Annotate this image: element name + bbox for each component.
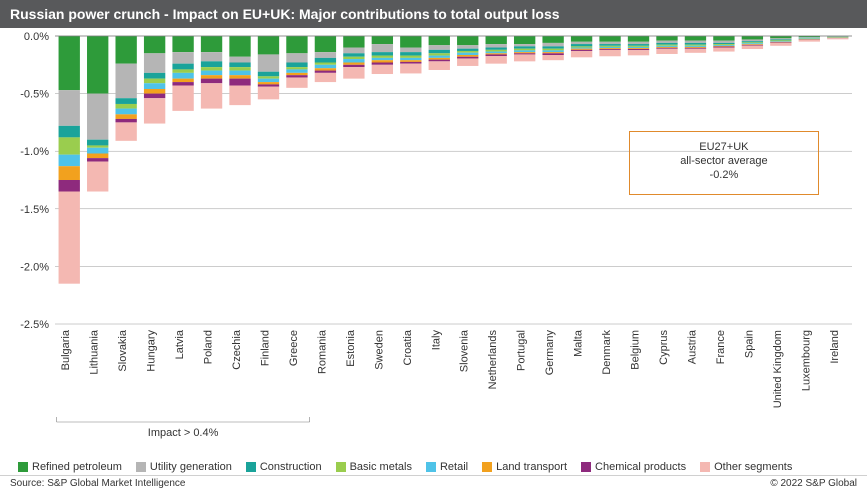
annotation-line: -0.2% [648,168,800,182]
annotation-line: all-sector average [648,154,800,168]
svg-text:Estonia: Estonia [345,329,357,367]
svg-text:Impact > 0.4%: Impact > 0.4% [148,427,219,439]
svg-text:Hungary: Hungary [146,330,158,372]
svg-text:Slovenia: Slovenia [459,329,471,372]
legend-label: Other segments [714,461,792,473]
legend-swatch [18,462,28,472]
legend-item: Refined petroleum [18,461,122,473]
svg-text:-2.5%: -2.5% [20,319,49,331]
legend-label: Construction [260,461,322,473]
copyright-label: © 2022 S&P Global [770,478,857,489]
svg-text:Luxembourg: Luxembourg [800,330,812,391]
svg-text:United Kingdom: United Kingdom [772,330,784,408]
stacked-bar-chart: -2.5% -2.0% -1.5% -1.0% -0.5% 0.0% Bulgaria Lit… [0,28,867,452]
legend-label: Retail [440,461,468,473]
svg-text:Cyprus: Cyprus [658,330,670,365]
svg-text:Bulgaria: Bulgaria [60,329,72,370]
legend-label: Refined petroleum [32,461,122,473]
svg-text:Belgium: Belgium [630,330,642,370]
legend-item: Retail [426,461,468,473]
svg-text:Lithuania: Lithuania [89,329,101,375]
legend-swatch [136,462,146,472]
legend-label: Utility generation [150,461,232,473]
legend-swatch [336,462,346,472]
chart-title: Russian power crunch - Impact on EU+UK: … [0,0,867,28]
svg-text:Italy: Italy [430,330,442,351]
legend-item: Construction [246,461,322,473]
legend: Refined petroleum Utility generation Const… [0,457,867,475]
legend-item: Chemical products [581,461,686,473]
svg-text:-1.0%: -1.0% [20,146,49,158]
legend-swatch [426,462,436,472]
svg-text:Croatia: Croatia [402,329,414,365]
svg-text:Sweden: Sweden [373,330,385,370]
svg-text:Portugal: Portugal [516,330,528,371]
legend-label: Land transport [496,461,567,473]
svg-text:Romania: Romania [316,329,328,374]
legend-item: Other segments [700,461,792,473]
legend-item: Utility generation [136,461,232,473]
legend-item: Land transport [482,461,567,473]
legend-label: Basic metals [350,461,412,473]
svg-text:Poland: Poland [203,330,215,364]
svg-text:Greece: Greece [288,330,300,366]
source-label: Source: S&P Global Market Intelligence [10,478,185,489]
svg-text:Malta: Malta [573,329,585,357]
legend-label: Chemical products [595,461,686,473]
svg-text:-1.5%: -1.5% [20,204,49,216]
svg-text:Finland: Finland [259,330,271,366]
svg-text:Ireland: Ireland [829,330,841,364]
svg-text:Germany: Germany [544,330,556,376]
svg-text:France: France [715,330,727,364]
legend-swatch [581,462,591,472]
svg-text:Czechia: Czechia [231,329,243,370]
svg-text:Netherlands: Netherlands [487,330,499,390]
chart-container: -2.5% -2.0% -1.5% -1.0% -0.5% 0.0% Bulgaria Lit… [0,28,867,457]
svg-text:-0.5%: -0.5% [20,89,49,101]
legend-swatch [700,462,710,472]
annotation-line: EU27+UK [648,140,800,154]
svg-text:-2.0%: -2.0% [20,261,49,273]
footer: Source: S&P Global Market Intelligence ©… [0,475,867,493]
svg-text:Spain: Spain [743,330,755,358]
svg-text:Latvia: Latvia [174,329,186,359]
svg-text:0.0%: 0.0% [24,31,49,43]
svg-text:Denmark: Denmark [601,330,613,375]
svg-text:Austria: Austria [686,329,698,364]
legend-swatch [482,462,492,472]
legend-item: Basic metals [336,461,412,473]
legend-swatch [246,462,256,472]
svg-text:Slovakia: Slovakia [117,329,129,371]
annotation-box: EU27+UKall-sector average-0.2% [629,131,819,195]
